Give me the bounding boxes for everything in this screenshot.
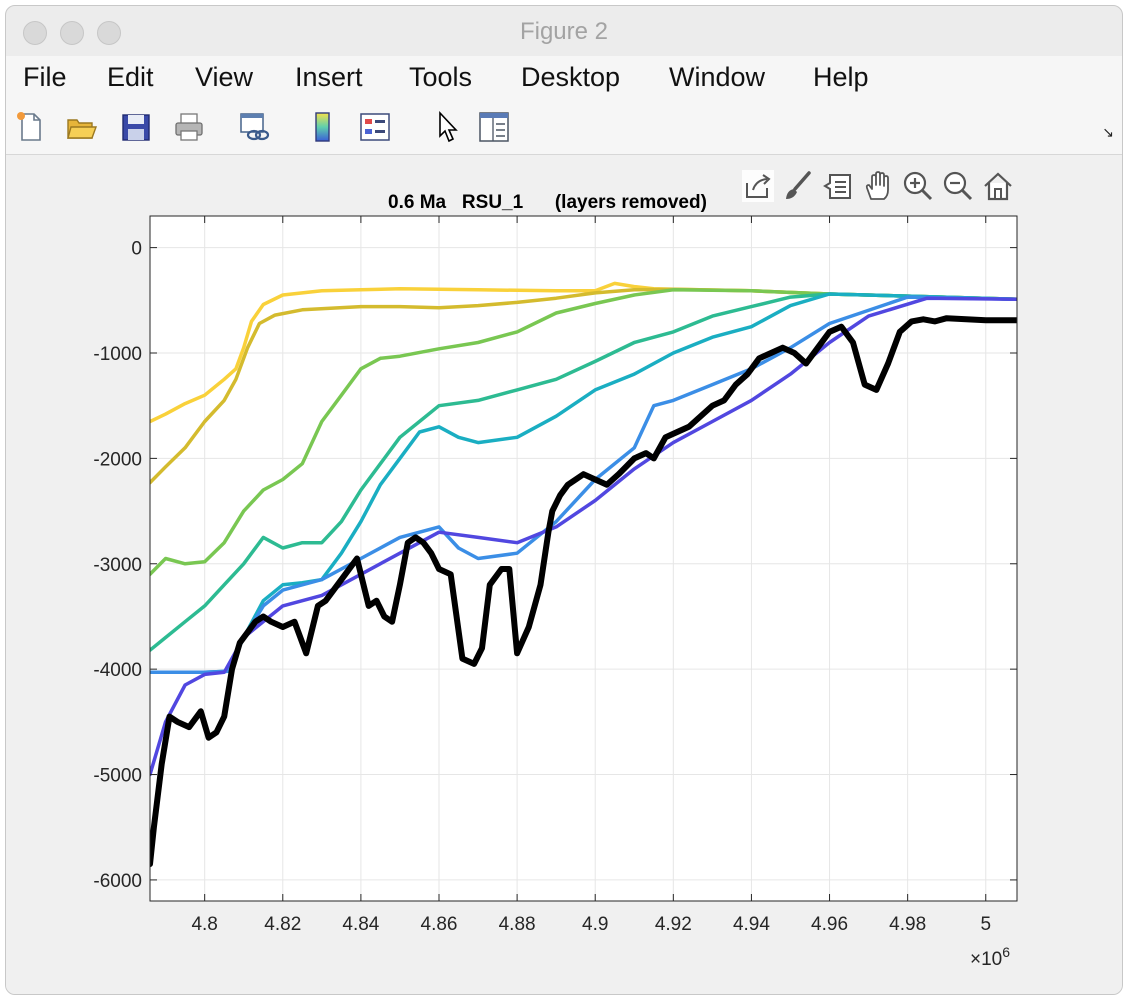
pan-icon[interactable] bbox=[862, 170, 894, 202]
x-tick-label: 4.96 bbox=[811, 914, 848, 935]
menu-edit[interactable]: Edit bbox=[107, 62, 154, 92]
menu-bar: File Edit View Insert Tools Desktop Wind… bbox=[6, 56, 1122, 146]
series-line-8 bbox=[150, 315, 1017, 868]
x-tick-label: 4.82 bbox=[264, 914, 301, 935]
menu-help[interactable]: Help bbox=[813, 62, 869, 92]
series-lines bbox=[150, 281, 1017, 868]
x-tick-label: 4.88 bbox=[499, 914, 536, 935]
chart-title: 0.6 Ma RSU_1 (layers removed) bbox=[388, 192, 707, 213]
axes-box bbox=[149, 215, 1018, 902]
y-tick-label: -1000 bbox=[93, 344, 142, 365]
x-tick-label: 4.98 bbox=[889, 914, 926, 935]
x-exponent-label: ×106 bbox=[970, 944, 1010, 970]
new-figure-icon[interactable] bbox=[13, 110, 47, 144]
x-tick-label: 4.94 bbox=[733, 914, 770, 935]
x-tick-label: 4.86 bbox=[421, 914, 458, 935]
property-inspector-icon[interactable] bbox=[477, 110, 511, 144]
brush-icon[interactable] bbox=[781, 170, 813, 202]
menu-desktop[interactable]: Desktop bbox=[521, 62, 621, 92]
window-title: Figure 2 bbox=[519, 18, 609, 45]
y-tick-label: -4000 bbox=[93, 660, 142, 681]
zoom-out-icon[interactable] bbox=[942, 170, 974, 202]
menu-insert[interactable]: Insert bbox=[295, 62, 363, 92]
dock-figure-icon[interactable]: ↘ bbox=[1102, 124, 1114, 140]
print-icon[interactable] bbox=[172, 110, 206, 144]
menu-window[interactable]: Window bbox=[669, 62, 766, 92]
x-tick-label: 4.9 bbox=[582, 914, 608, 935]
x-tick-label: 4.92 bbox=[655, 914, 692, 935]
axis-ticks: 4.8 4.82 4.84 4.86 4.88 4.9 4.92 4.94 4.96 4.98 5 0… bbox=[93, 216, 1017, 935]
menu-view[interactable]: View bbox=[195, 62, 254, 92]
title-bar: Figure 2 bbox=[6, 6, 1122, 56]
y-tick-label: -2000 bbox=[93, 449, 142, 470]
export-icon[interactable] bbox=[742, 170, 774, 202]
x-tick-label: 5 bbox=[980, 914, 991, 935]
y-tick-label: -5000 bbox=[93, 766, 142, 787]
y-tick-label: 0 bbox=[131, 239, 142, 260]
minimize-window-button[interactable] bbox=[60, 21, 84, 45]
menu-file[interactable]: File bbox=[23, 62, 67, 92]
plot-area bbox=[150, 216, 1017, 901]
colorbar-icon[interactable] bbox=[306, 110, 340, 144]
y-tick-label: -3000 bbox=[93, 555, 142, 576]
close-window-button[interactable] bbox=[23, 21, 47, 45]
legend-icon[interactable] bbox=[358, 110, 392, 144]
data-tips-icon[interactable] bbox=[822, 170, 854, 202]
menu-tools[interactable]: Tools bbox=[409, 62, 473, 92]
series-line-4 bbox=[150, 292, 1017, 652]
series-line-3 bbox=[150, 288, 1017, 577]
x-tick-label: 4.84 bbox=[342, 914, 379, 935]
zoom-window-button[interactable] bbox=[97, 21, 121, 45]
zoom-in-icon[interactable] bbox=[902, 170, 934, 202]
link-plot-icon[interactable] bbox=[238, 110, 272, 144]
save-icon[interactable] bbox=[119, 110, 153, 144]
home-icon[interactable] bbox=[982, 170, 1014, 202]
y-tick-label: -6000 bbox=[93, 871, 142, 892]
edit-plot-icon[interactable] bbox=[431, 110, 465, 144]
x-tick-label: 4.8 bbox=[191, 914, 217, 935]
open-file-icon[interactable] bbox=[65, 110, 99, 144]
series-line-7 bbox=[150, 296, 1017, 777]
figure-toolbar: ↘ bbox=[6, 102, 1122, 155]
